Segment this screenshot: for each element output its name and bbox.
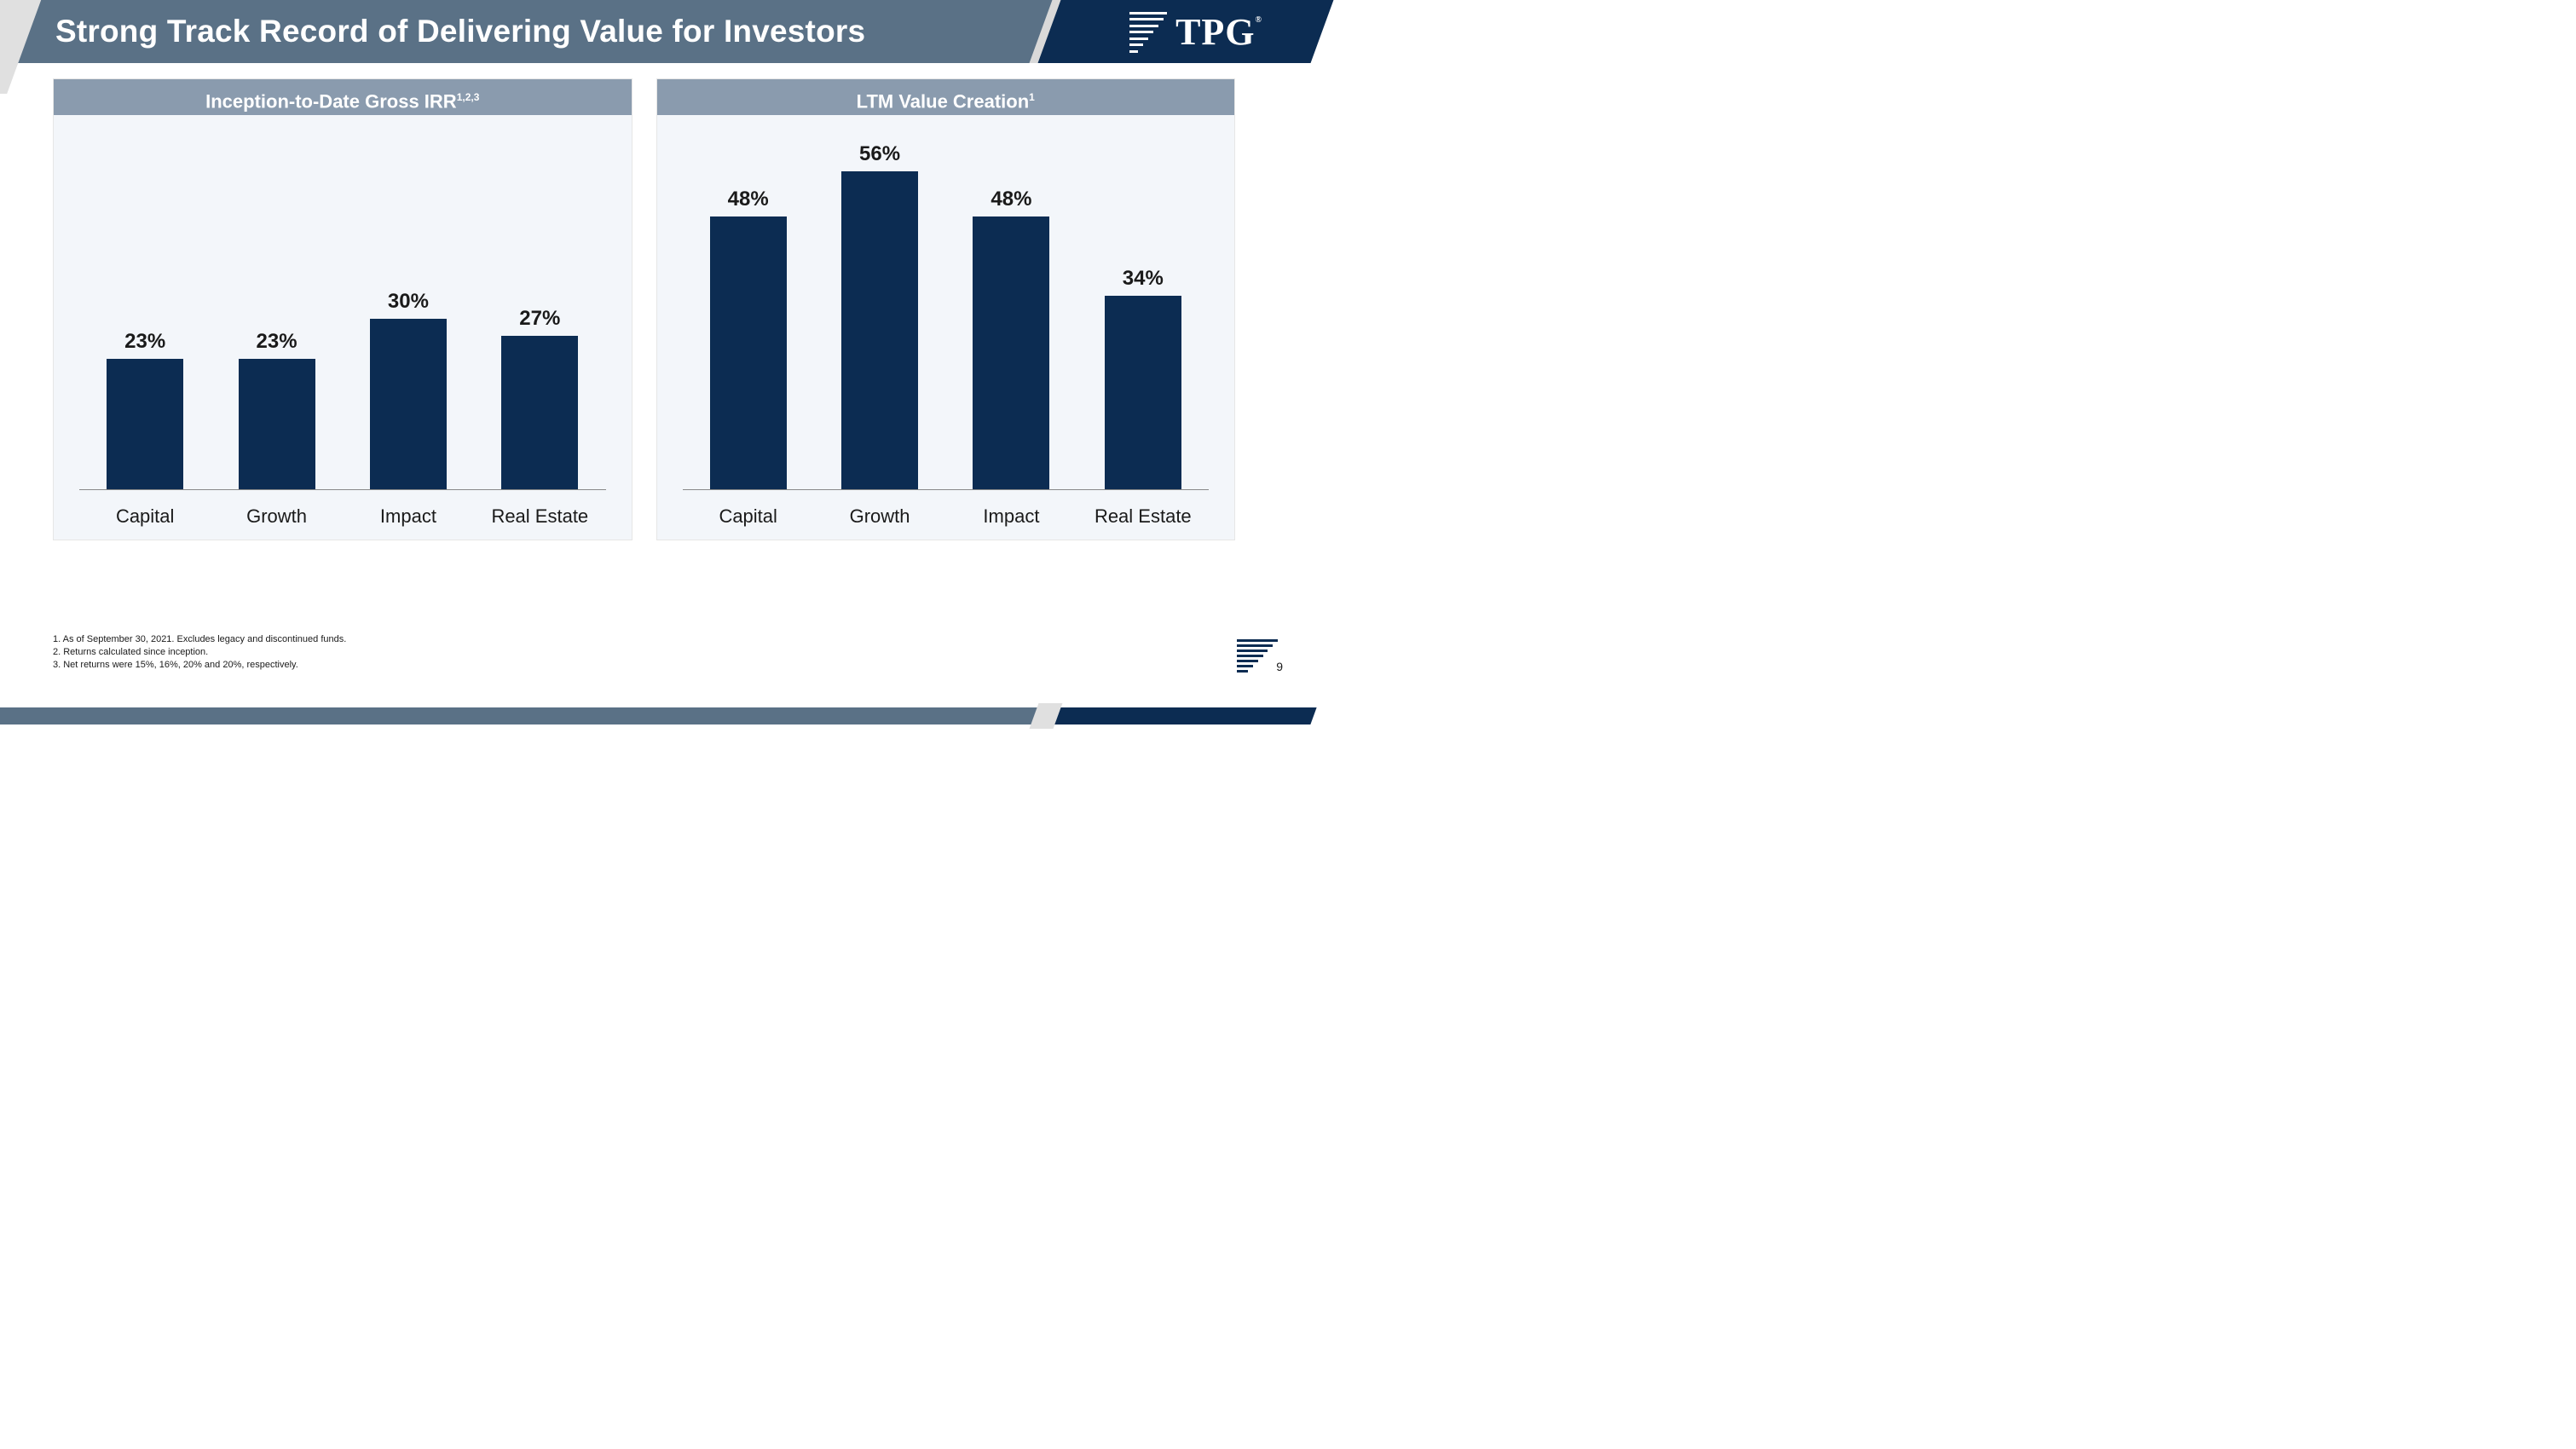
bar-value-label: 48% bbox=[683, 188, 814, 211]
bar bbox=[370, 319, 447, 489]
bar-group: 48% bbox=[945, 149, 1077, 489]
bar-group: 23% bbox=[79, 149, 211, 489]
chart-right-title: LTM Value Creation1 bbox=[657, 79, 1235, 115]
bar bbox=[239, 359, 315, 489]
bar-group: 27% bbox=[474, 149, 605, 489]
chart-right-categories: CapitalGrowthImpactReal Estate bbox=[683, 505, 1210, 528]
bar bbox=[107, 359, 183, 489]
bar-value-label: 23% bbox=[211, 330, 342, 354]
bar-group: 56% bbox=[814, 149, 945, 489]
chart-left-categories: CapitalGrowthImpactReal Estate bbox=[79, 505, 606, 528]
footer-dark bbox=[1054, 707, 1316, 724]
footnote-line: 1. As of September 30, 2021. Excludes le… bbox=[53, 633, 346, 646]
bar-value-label: 30% bbox=[343, 290, 474, 314]
category-label: Capital bbox=[79, 505, 211, 528]
bar-group: 34% bbox=[1077, 149, 1209, 489]
bar-group: 23% bbox=[211, 149, 342, 489]
bar bbox=[1105, 296, 1181, 489]
tpg-logo: TPG® bbox=[1129, 10, 1262, 54]
chart-right-body: 48%56%48% 34% CapitalGrowthImpactReal Est… bbox=[657, 115, 1235, 540]
footnotes: 1. As of September 30, 2021. Excludes le… bbox=[53, 633, 346, 672]
slide-header: Strong Track Record of Delivering Value … bbox=[0, 0, 1288, 63]
chart-left-bars: 23%23%30%27% bbox=[79, 149, 606, 490]
chart-left-body: 23%23%30%27% CapitalGrowthImpactReal Est… bbox=[54, 115, 632, 540]
category-label: Impact bbox=[945, 505, 1077, 528]
page-number: 9 bbox=[1276, 660, 1283, 673]
charts-area: Inception-to-Date Gross IRR1,2,3 23%23%3… bbox=[0, 63, 1288, 540]
corner-logo-icon bbox=[1237, 639, 1278, 680]
bar-value-label: 27% bbox=[474, 307, 605, 331]
category-label: Capital bbox=[683, 505, 814, 528]
slide-title: Strong Track Record of Delivering Value … bbox=[55, 14, 865, 49]
bar bbox=[710, 216, 787, 489]
bar-value-label: 34% bbox=[1077, 267, 1209, 291]
category-label: Growth bbox=[211, 505, 342, 528]
bar bbox=[841, 171, 918, 489]
chart-left-panel: Inception-to-Date Gross IRR1,2,3 23%23%3… bbox=[53, 78, 632, 540]
footnote-line: 2. Returns calculated since inception. bbox=[53, 646, 346, 659]
tpg-logo-icon bbox=[1129, 12, 1167, 53]
footnote-line: 3. Net returns were 15%, 16%, 20% and 20… bbox=[53, 659, 346, 672]
category-label: Real Estate bbox=[474, 505, 605, 528]
category-label: Real Estate bbox=[1077, 505, 1209, 528]
category-label: Impact bbox=[343, 505, 474, 528]
chart-right-panel: LTM Value Creation1 48%56%48% 34% Capital… bbox=[656, 78, 1236, 540]
chart-right-bars: 48%56%48% 34% bbox=[683, 149, 1210, 490]
bar-group: 30% bbox=[343, 149, 474, 489]
bar-value-label: 48% bbox=[945, 188, 1077, 211]
bar-value-label: 56% bbox=[814, 142, 945, 166]
bar-group: 48% bbox=[683, 149, 814, 489]
bar bbox=[973, 216, 1049, 489]
logo-area: TPG® bbox=[998, 0, 1288, 63]
bar bbox=[501, 336, 578, 489]
category-label: Growth bbox=[814, 505, 945, 528]
tpg-logo-text: TPG® bbox=[1175, 10, 1262, 54]
bar-value-label: 23% bbox=[79, 330, 211, 354]
chart-left-title: Inception-to-Date Gross IRR1,2,3 bbox=[54, 79, 632, 115]
